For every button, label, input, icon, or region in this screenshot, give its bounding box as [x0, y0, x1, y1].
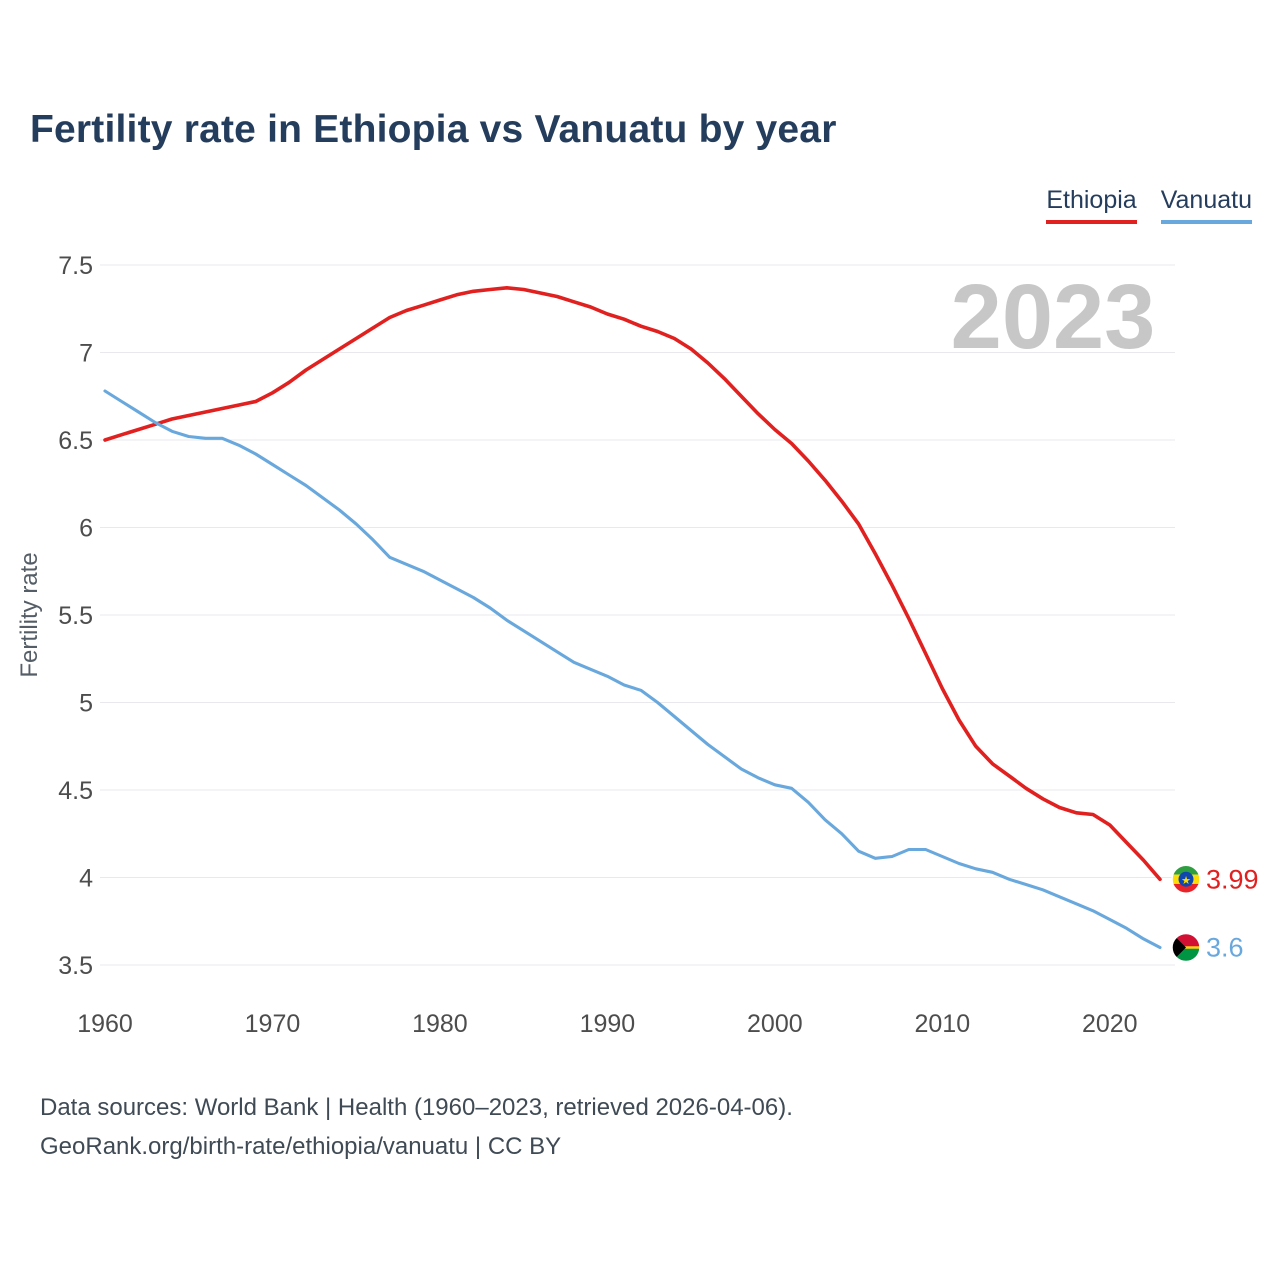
legend-item-vanuatu[interactable]: Vanuatu — [1160, 186, 1252, 224]
flag-marker-ring — [1171, 932, 1201, 963]
legend-item-ethiopia[interactable]: Ethiopia — [1046, 186, 1137, 224]
end-value-label-vanuatu: 3.6 — [1206, 933, 1244, 963]
x-tick-label: 2020 — [1082, 1010, 1138, 1038]
chart-title: Fertility rate in Ethiopia vs Vanuatu by… — [30, 108, 837, 151]
y-tick-label: 4.5 — [58, 777, 93, 805]
series-line-ethiopia — [103, 285, 1162, 882]
y-tick-label: 3.5 — [58, 952, 93, 980]
y-axis-title: Fertility rate — [16, 552, 43, 678]
flag-marker-ring — [1171, 864, 1201, 894]
y-tick-label: 7 — [79, 340, 93, 368]
ethiopia-flag-icon: ★ — [1172, 865, 1200, 894]
x-tick-label: 1990 — [580, 1010, 636, 1038]
y-tick-label: 6.5 — [58, 427, 93, 455]
x-tick-label: 2000 — [747, 1010, 803, 1038]
footer-url-line: GeoRank.org/birth-rate/ethiopia/vanuatu … — [40, 1133, 562, 1160]
vanuatu-flag-icon — [1172, 933, 1200, 962]
end-value-label-ethiopia: 3.99 — [1206, 864, 1259, 894]
y-tick-label: 4 — [79, 865, 93, 893]
legend: Ethiopia Vanuatu — [1046, 186, 1252, 224]
footer-source-line: Data sources: World Bank | Health (1960–… — [40, 1094, 793, 1121]
svg-text:★: ★ — [1181, 875, 1191, 887]
footer: Data sources: World Bank | Health (1960–… — [40, 1088, 793, 1166]
y-tick-label: 5.5 — [58, 602, 93, 630]
y-tick-label: 6 — [79, 515, 93, 543]
watermark-year: 2023 — [951, 266, 1156, 368]
y-tick-label: 7.5 — [58, 252, 93, 280]
series-line-vanuatu — [103, 389, 1162, 950]
y-tick-label: 5 — [79, 690, 93, 718]
x-tick-label: 1970 — [245, 1010, 301, 1038]
x-tick-label: 2010 — [914, 1010, 970, 1038]
x-tick-label: 1960 — [77, 1010, 133, 1038]
x-tick-label: 1980 — [412, 1010, 468, 1038]
